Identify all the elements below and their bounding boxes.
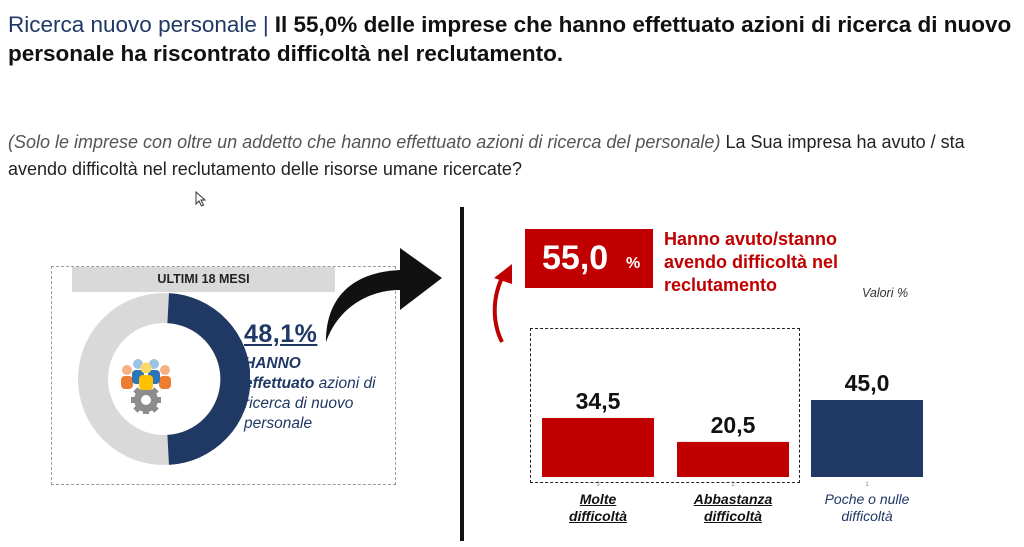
values-unit-note: Valori %	[862, 286, 909, 300]
highlight-value: 55,0	[542, 239, 609, 277]
bar-tick-label: 2	[731, 482, 735, 488]
survey-question: (Solo le imprese con oltre un addetto ch…	[8, 129, 1020, 183]
difficulty-bar-chart: 34,5 3 20,5 2 45,0 1	[542, 370, 923, 488]
question-note: (Solo le imprese con oltre un addetto ch…	[8, 132, 721, 152]
research-description: HANNO effettuato azioni di ricerca di nu…	[244, 354, 384, 434]
highlight-value-box: 55,0 %	[525, 229, 653, 288]
difficulty-group-box	[530, 328, 800, 483]
vertical-divider	[460, 207, 464, 541]
x-axis-category-label: Molte difficoltà	[568, 491, 628, 524]
title-lead: Ricerca nuovo personale	[8, 12, 257, 37]
desc-effettuato: effettuato	[244, 375, 315, 392]
bar-value-label: 34,5	[576, 388, 621, 414]
bar-tick-label: 3	[596, 482, 600, 488]
highlight-text: Hanno avuto/stanno avendo difficoltà nel…	[664, 229, 839, 295]
x-axis-category-label: Abbastanza difficoltà	[693, 491, 773, 524]
donut-chart	[78, 293, 250, 465]
bar-3	[811, 400, 923, 477]
bar-value-label: 20,5	[711, 412, 756, 438]
desc-rest: azioni di ricerca di nuovo personale	[244, 375, 376, 432]
people-gear-icon	[121, 359, 171, 414]
desc-hanno: HANNO	[244, 355, 301, 372]
question-text: La Sua impresa ha avuto / sta avendo dif…	[8, 132, 965, 179]
bar-2	[677, 441, 789, 477]
curved-arrow-icon	[326, 248, 442, 342]
title-headline: Il 55,0% delle imprese che hanno effettu…	[8, 12, 1012, 66]
bar-tick-label: 1	[865, 482, 869, 488]
left-panel-frame	[51, 266, 396, 485]
mouse-cursor-icon	[195, 191, 207, 207]
highlight-unit: %	[626, 255, 641, 272]
bar-1	[542, 417, 654, 477]
research-percentage: 48,1%	[244, 320, 318, 348]
slide-title: Ricerca nuovo personale | Il 55,0% delle i…	[8, 10, 1018, 68]
period-tag: ULTIMI 18 MESI	[72, 267, 335, 292]
x-axis-category-label: Poche o nulle difficoltà	[824, 491, 910, 524]
red-curved-arrow-icon	[492, 264, 512, 343]
donut-arc	[166, 293, 250, 465]
bar-value-label: 45,0	[845, 370, 890, 396]
title-separator: |	[262, 12, 269, 37]
